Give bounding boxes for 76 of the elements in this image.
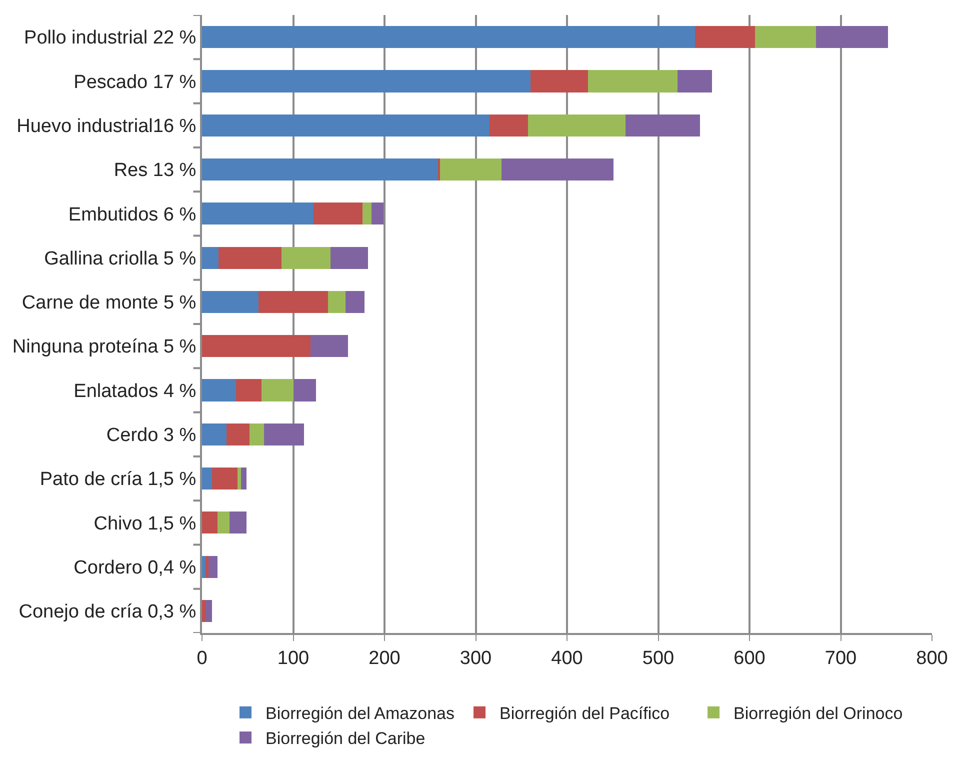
y-tick-label: Huevo industrial16 % [16, 116, 196, 138]
bar [218, 512, 230, 534]
bar [258, 290, 328, 313]
x-tick-label: 100 [277, 648, 310, 669]
bar [489, 114, 528, 136]
y-tick-label: Pollo industrial 22 % [24, 28, 196, 49]
legend-label: Biorregión del Caribe [266, 729, 426, 748]
bar [202, 202, 314, 225]
bar [440, 158, 502, 181]
y-tick-label: Gallina criolla 5 % [44, 248, 196, 270]
x-tick-label: 0 [196, 648, 208, 669]
bar [202, 423, 227, 446]
bar [281, 246, 331, 269]
x-tick-label: 200 [368, 648, 400, 669]
bar [202, 290, 259, 313]
bar [249, 423, 264, 446]
bar [226, 423, 250, 446]
bar [202, 246, 218, 269]
bar [313, 202, 363, 225]
bar [236, 379, 262, 402]
bar [264, 423, 304, 446]
bar [206, 600, 212, 622]
bar [530, 70, 588, 92]
bar [202, 158, 438, 181]
bar [202, 600, 206, 622]
bar [293, 379, 316, 402]
bar [229, 512, 247, 534]
x-tick-label: 800 [916, 648, 948, 669]
bar [754, 26, 816, 48]
y-tick-label: Cordero 0,4 % [74, 557, 196, 578]
bar [206, 556, 208, 578]
bar [238, 467, 242, 490]
bar [588, 70, 678, 92]
y-tick-label: Cerdo 3 % [106, 425, 196, 446]
bar [218, 246, 282, 269]
y-tick-label: Res 13 % [114, 160, 196, 182]
x-tick-label: 600 [734, 648, 766, 669]
bar [330, 246, 368, 269]
bar [372, 202, 384, 225]
bar [328, 290, 346, 313]
x-tick-label: 500 [642, 648, 674, 669]
y-tick-label: Carne de monte 5 % [22, 292, 196, 314]
x-tick-label: 700 [824, 648, 857, 669]
bar [202, 556, 206, 578]
legend-label: Biorregión del Amazonas [266, 704, 455, 723]
bar [202, 70, 530, 92]
y-tick-label: Pescado 17 % [74, 72, 196, 93]
bar [501, 158, 614, 181]
bar [208, 556, 218, 578]
bar [816, 26, 888, 48]
legend-label: Biorregión del Pacífico [500, 704, 670, 723]
bar [261, 379, 294, 402]
x-tick-label: 300 [460, 648, 492, 669]
legend-label: Biorregión del Orinoco [734, 704, 903, 723]
y-tick-label: Embutidos 6 % [68, 204, 196, 226]
y-tick-label: Ninguna proteína 5 % [12, 336, 196, 358]
bar [694, 26, 755, 48]
bar [202, 379, 236, 402]
x-tick-label: 400 [551, 648, 583, 669]
bar [528, 114, 626, 136]
bar [625, 114, 700, 136]
bar [202, 26, 695, 48]
y-tick-label: Chivo 1,5 % [94, 513, 196, 534]
y-tick-label: Pato de cría 1,5 % [40, 469, 196, 490]
bar [241, 467, 247, 490]
bar [677, 70, 712, 92]
bar [362, 202, 372, 225]
bar [310, 335, 348, 358]
bar [202, 114, 490, 136]
bar [202, 512, 218, 534]
bar [345, 290, 364, 313]
bar [202, 467, 212, 490]
y-tick-label: Conejo de cría 0,3 % [18, 602, 196, 623]
bar [202, 335, 311, 358]
y-tick-label: Enlatados 4 % [74, 380, 196, 402]
bar [212, 467, 238, 490]
